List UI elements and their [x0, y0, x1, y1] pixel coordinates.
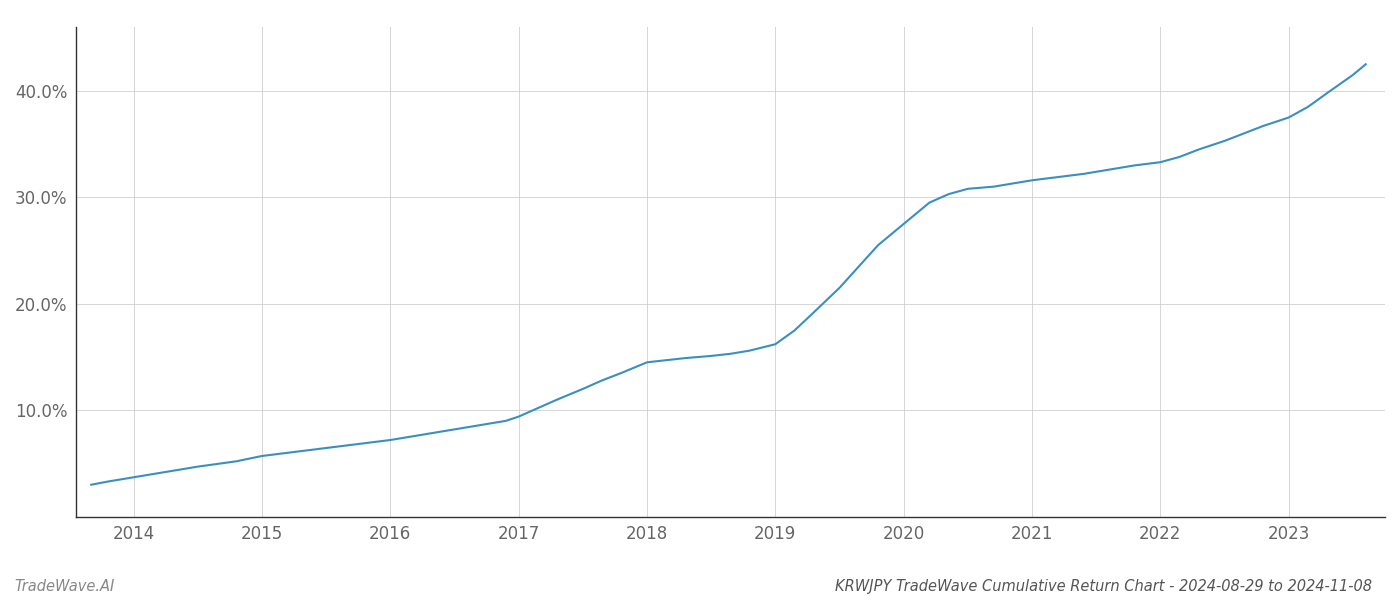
- Text: TradeWave.AI: TradeWave.AI: [14, 579, 115, 594]
- Text: KRWJPY TradeWave Cumulative Return Chart - 2024-08-29 to 2024-11-08: KRWJPY TradeWave Cumulative Return Chart…: [834, 579, 1372, 594]
